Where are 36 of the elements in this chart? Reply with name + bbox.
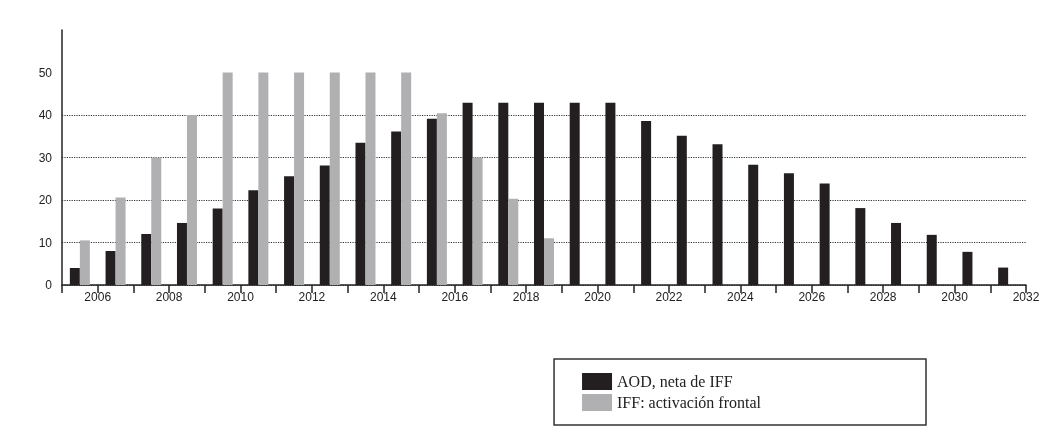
bar: [79, 240, 90, 285]
x-tick-label: 2030: [941, 290, 969, 304]
y-tick-label: 30: [38, 150, 53, 165]
bar: [365, 72, 376, 285]
legend-label: AOD, neta de IFF: [617, 373, 733, 390]
bar: [151, 157, 162, 285]
x-tick-label: 2012: [298, 290, 326, 304]
bar: [472, 157, 483, 285]
bar: [401, 72, 412, 285]
y-tick-label: 0: [45, 278, 53, 292]
bar: [222, 72, 233, 285]
bar: [544, 238, 554, 285]
bar: [294, 72, 305, 285]
x-tick-label: 2032: [1012, 290, 1040, 304]
y-tick-label: 40: [38, 108, 53, 122]
x-tick-label: 2008: [155, 290, 183, 304]
x-tick-label: 2006: [84, 290, 112, 304]
bar: [258, 72, 269, 285]
y-tick-label: 20: [38, 193, 53, 207]
x-tick-label: 2014: [369, 290, 397, 304]
x-tick-label: 2022: [655, 290, 683, 304]
y-tick-label: 50: [38, 65, 53, 80]
y-tick-label: 10: [38, 235, 53, 250]
bar: [436, 113, 447, 285]
x-tick-label: 2024: [727, 290, 755, 304]
x-tick-label: 2026: [798, 290, 826, 304]
bar: [186, 115, 197, 285]
x-tick-label: 2020: [584, 290, 612, 304]
bar: [115, 197, 126, 285]
x-tick-label: 2010: [227, 290, 255, 304]
bar: [329, 72, 340, 285]
x-tick-label: 2016: [441, 290, 469, 304]
x-tick-label: 2028: [869, 290, 897, 304]
bar: [508, 198, 519, 285]
x-tick-label: 2018: [512, 290, 540, 304]
legend-label: IFF: activación frontal: [617, 394, 762, 411]
